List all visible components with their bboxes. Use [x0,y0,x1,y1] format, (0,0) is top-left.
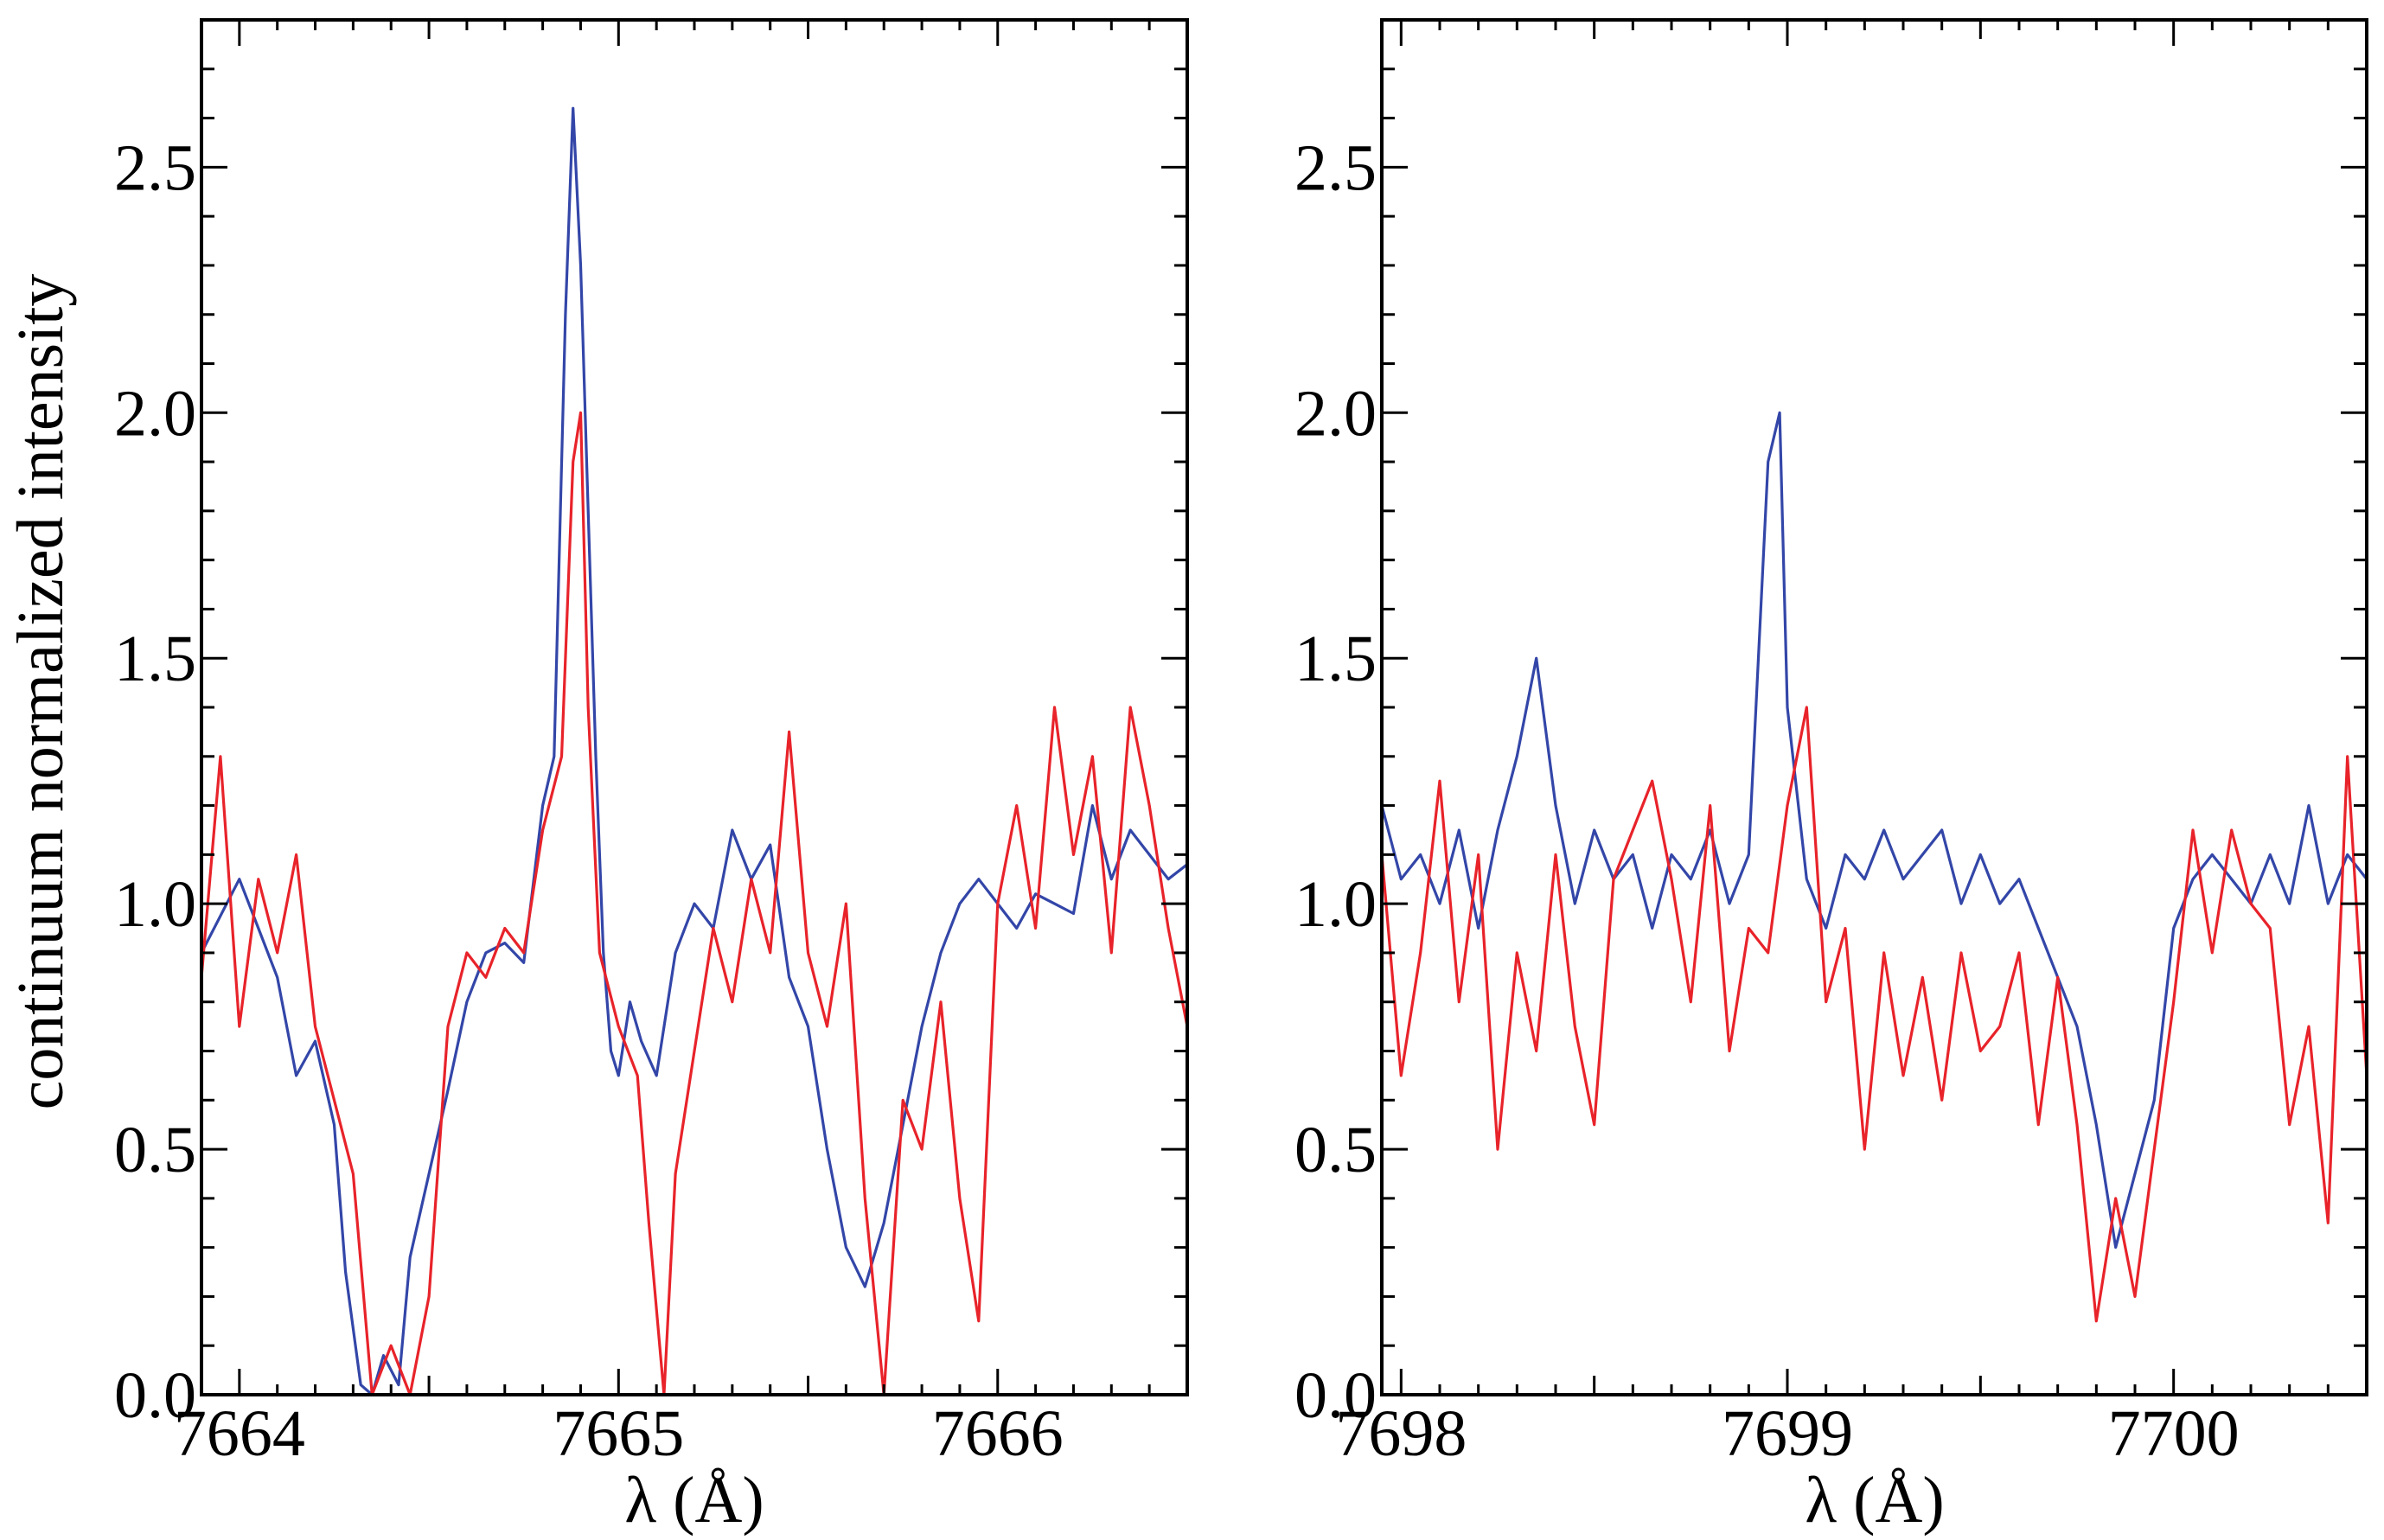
left-ytick-label: 1.5 [114,623,196,695]
right-series-layer [1382,411,2367,1323]
right-ytick-label: 0.0 [1294,1359,1377,1432]
right-series-line-red [1382,706,2367,1323]
right-tick-layer: 0.0 0.5 1.0 1.5 2.0 2.5 7698 7699 7700 [1294,18,2368,1470]
left-xtick-label: 7664 [174,1397,305,1470]
right-x-axis-title: λ (Å) [1805,1464,1944,1537]
right-ytick-label: 0.5 [1294,1114,1377,1186]
left-series-line-red [201,411,1187,1395]
left-ytick-label: 2.5 [114,131,196,204]
left-plot-frame [200,18,1189,1396]
left-xtick-label: 7665 [553,1397,684,1470]
left-ytick-label: 2.0 [114,377,196,450]
left-xtick-label: 7666 [932,1397,1064,1470]
right-ytick-label: 2.5 [1294,131,1377,204]
left-series-layer [201,106,1187,1395]
left-ytick-label: 0.5 [114,1114,196,1186]
right-ytick-label: 1.0 [1294,868,1377,941]
left-x-axis-title: λ (Å) [624,1464,764,1537]
left-tick-layer: 0.0 0.5 1.0 1.5 2.0 2.5 7664 7665 7666 [114,18,1189,1470]
right-series-line-blue [1382,411,2367,1249]
right-xtick-label: 7699 [1722,1397,1853,1470]
right-xtick-label: 7700 [2108,1397,2240,1470]
y-axis-title: continuum normalized intensity [4,274,77,1110]
right-plot-frame [1380,18,2368,1396]
left-series-line-blue [201,106,1187,1395]
left-ytick-label: 0.0 [114,1359,196,1432]
left-panel: 0.0 0.5 1.0 1.5 2.0 2.5 7664 7665 7666 λ (Å) con… [4,18,1189,1537]
right-xtick-label: 7698 [1335,1397,1467,1470]
right-ytick-label: 2.0 [1294,377,1377,450]
right-ytick-label: 1.5 [1294,623,1377,695]
right-panel: 0.0 0.5 1.0 1.5 2.0 2.5 7698 7699 7700 λ (Å) [1294,18,2368,1537]
left-ytick-label: 1.0 [114,868,196,941]
